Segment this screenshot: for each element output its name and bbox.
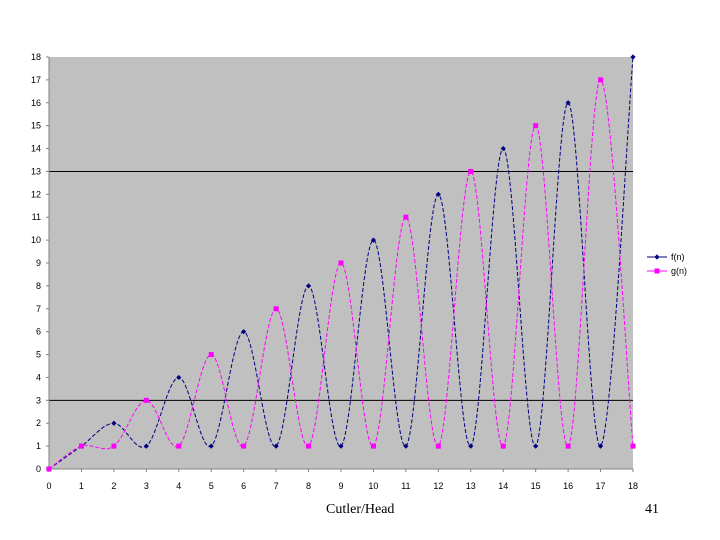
series-f	[46, 54, 636, 472]
y-tick-label: 13	[31, 166, 41, 176]
y-tick-label: 15	[31, 121, 41, 131]
data-point	[500, 443, 506, 449]
data-point	[176, 374, 182, 381]
data-point	[468, 443, 474, 449]
data-point	[435, 443, 441, 449]
data-point	[273, 306, 279, 312]
x-tick-label: 9	[338, 481, 343, 491]
x-tick-label: 18	[628, 481, 638, 491]
x-tick-label: 16	[563, 481, 573, 491]
data-point	[435, 191, 441, 197]
x-tick-label: 8	[306, 481, 311, 491]
x-tick-label: 6	[241, 481, 246, 491]
y-tick-label: 11	[32, 212, 41, 222]
data-point	[111, 420, 117, 426]
x-tick-label: 4	[176, 481, 181, 491]
data-point	[565, 443, 571, 449]
y-tick-label: 1	[36, 441, 41, 451]
data-point	[370, 237, 377, 243]
x-tick-label: 1	[79, 481, 84, 491]
series-g	[46, 77, 636, 472]
page-number: 41	[645, 502, 659, 517]
data-point	[111, 443, 117, 449]
data-point	[338, 260, 344, 266]
series-layer	[46, 54, 636, 472]
x-tick-label: 14	[498, 481, 508, 491]
data-point	[403, 214, 409, 220]
y-tick-label: 5	[36, 350, 41, 360]
x-tick-label: 0	[46, 481, 51, 491]
data-point	[46, 466, 52, 472]
data-point	[241, 329, 247, 335]
y-tick-label: 18	[31, 52, 41, 62]
data-point	[468, 168, 474, 174]
data-point	[533, 123, 539, 129]
y-tick-label: 0	[36, 464, 41, 474]
y-tick-label: 7	[36, 304, 41, 314]
legend-label: g(n)	[671, 266, 687, 276]
x-tick-label: 12	[433, 481, 443, 491]
series-line	[48, 56, 634, 470]
legend-label: f(n)	[671, 252, 685, 262]
legend-marker	[654, 254, 660, 260]
x-tick-label: 3	[144, 481, 149, 491]
y-tick-label: 8	[36, 281, 41, 291]
data-point	[597, 443, 604, 449]
data-point	[143, 443, 149, 449]
y-tick-label: 10	[31, 235, 41, 245]
y-tick-label: 14	[31, 144, 41, 154]
x-tick-label: 10	[368, 481, 378, 491]
data-point	[403, 443, 409, 449]
data-point	[565, 100, 571, 106]
data-point	[176, 443, 182, 449]
data-point	[241, 443, 247, 449]
y-tick-label: 16	[31, 98, 41, 108]
data-point	[305, 283, 312, 289]
data-point	[78, 443, 84, 449]
data-point	[143, 397, 149, 403]
y-tick-label: 4	[36, 372, 41, 382]
x-tick-label: 17	[596, 481, 606, 491]
y-tick-label: 12	[31, 189, 41, 199]
data-point	[598, 77, 604, 83]
y-tick-label: 9	[36, 258, 41, 268]
x-tick-label: 2	[111, 481, 116, 491]
x-tick-label: 13	[466, 481, 476, 491]
data-point	[208, 443, 214, 449]
data-point	[500, 145, 506, 152]
footer-author: Cutler/Head	[326, 502, 395, 517]
legend-marker	[654, 268, 660, 274]
data-point	[306, 443, 312, 449]
y-tick-label: 17	[31, 75, 41, 85]
y-tick-label: 3	[36, 395, 41, 405]
x-tick-label: 15	[531, 481, 541, 491]
data-point	[533, 443, 539, 449]
data-point	[208, 352, 214, 358]
data-point	[630, 54, 636, 60]
data-point	[338, 443, 344, 449]
data-point	[630, 443, 636, 449]
series-line	[48, 79, 634, 470]
x-tick-label: 5	[209, 481, 214, 491]
x-tick-label: 7	[274, 481, 279, 491]
legend: f(n) g(n)	[647, 252, 687, 276]
x-tick-label: 11	[401, 481, 410, 491]
y-tick-label: 2	[36, 418, 41, 428]
data-point	[273, 443, 279, 449]
y-tick-label: 6	[36, 327, 41, 337]
data-point	[370, 443, 376, 449]
